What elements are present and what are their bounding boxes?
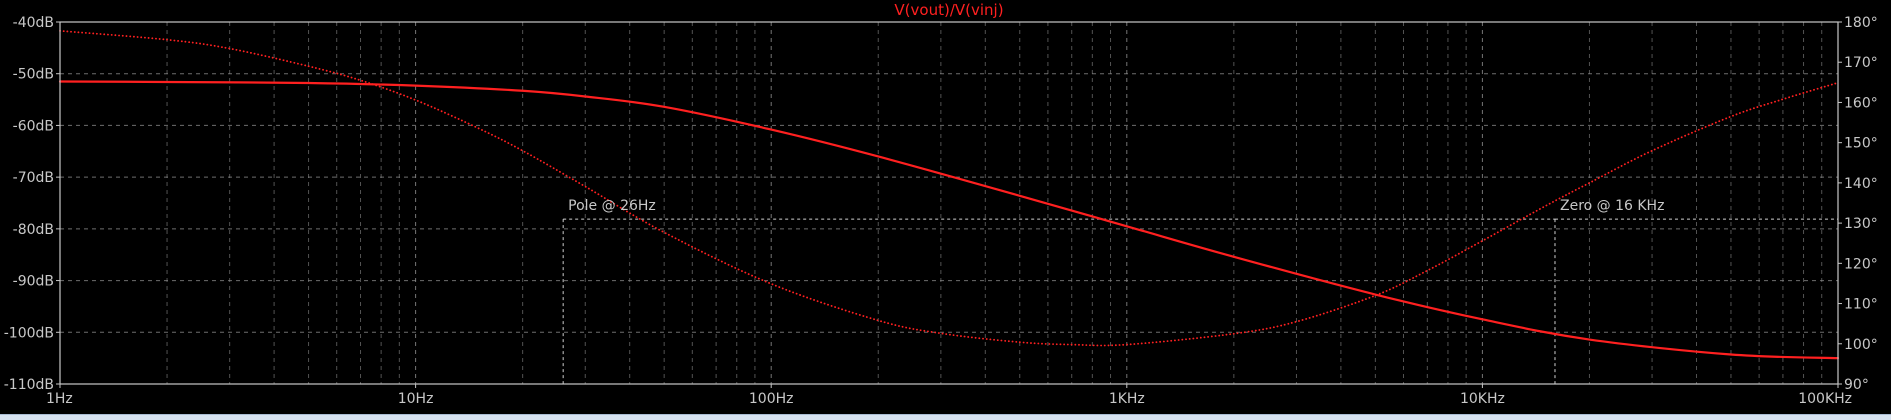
x-tick-label: 10KHz [1460,391,1505,407]
plot-frame [59,21,1839,385]
x-tick-label: 1KHz [1109,391,1145,407]
axes: 1Hz 10Hz 100Hz 1KHz 10KHz 100KHz -40dB -50dB -60… [4,15,1878,407]
y-left-tick-label: -80dB [13,222,54,238]
annotations: Pole @ 26Hz Zero @ 16 KHz [568,198,1664,214]
status-strip [0,414,1891,420]
grid-lines [60,22,1838,384]
phase-trace [59,29,1839,347]
y-right-tick-label: 150° [1844,136,1878,152]
y-left-tick-label: -90dB [13,274,54,290]
y-right-tick-label: 90° [1844,377,1869,393]
magnitude-trace [58,80,1840,360]
y-right-tick-label: 110° [1844,297,1878,313]
y-right-tick-label: 140° [1844,176,1878,192]
y-right-tick-label: 100° [1844,337,1878,353]
y-left-tick-label: -100dB [4,325,54,341]
traces [58,29,1840,360]
y-left-tick-label: -60dB [13,118,54,134]
y-right-tick-label: 120° [1844,256,1878,272]
y-left-tick-label: -50dB [13,67,54,83]
x-tick-label: 100KHz [1798,391,1852,407]
y-right-tick-label: 160° [1844,95,1878,111]
y-left-tick-label: -70dB [13,170,54,186]
pole-annotation: Pole @ 26Hz [568,198,656,214]
x-tick-label: 100Hz [749,391,794,407]
x-tick-label: 10Hz [398,391,434,407]
y-right-tick-label: 170° [1844,55,1878,71]
annotation-guides [562,218,1838,384]
y-right-tick-label: 180° [1844,15,1878,31]
y-right-tick-label: 130° [1844,216,1878,232]
x-tick-label: 1Hz [46,391,73,407]
y-left-tick-label: -40dB [13,15,54,31]
chart-title: V(vout)/V(vinj) [894,1,1003,19]
zero-annotation: Zero @ 16 KHz [1560,198,1664,214]
y-left-tick-label: -110dB [4,377,54,393]
